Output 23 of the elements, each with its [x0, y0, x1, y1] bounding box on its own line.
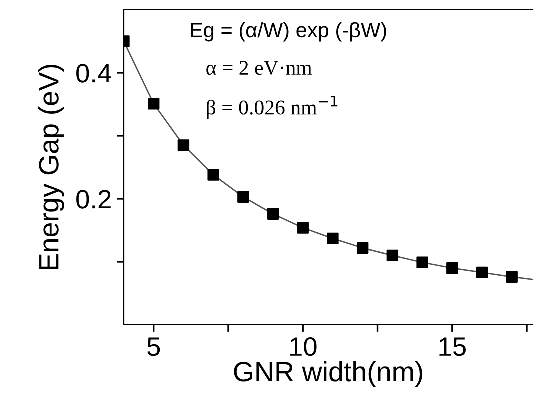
x-axis-title: GNR width(nm) — [234, 361, 422, 388]
y-tick-label: 0.2 — [76, 190, 111, 209]
y-axis-title: Energy Gap (eV) — [38, 65, 64, 270]
annotation: α = 2 eV·nm — [206, 61, 312, 76]
y-tick-label: 0.4 — [76, 64, 112, 83]
point — [476, 266, 488, 279]
x-tick-label: 5 — [148, 338, 160, 356]
annotation: Eg = (α/W) exp (-βW) — [191, 22, 386, 42]
x-tick-label: 10 — [290, 338, 317, 356]
point — [148, 98, 160, 110]
point — [238, 191, 250, 203]
x-tick-label: 15 — [440, 338, 466, 356]
point — [356, 242, 369, 254]
annotation: β = 0.026 nm$^{−1}$ — [207, 96, 338, 120]
point — [446, 262, 458, 274]
point — [386, 250, 399, 262]
point — [297, 222, 309, 234]
point — [178, 140, 190, 152]
point — [267, 208, 280, 220]
point — [416, 256, 428, 268]
point — [506, 271, 518, 283]
point — [208, 169, 220, 181]
point — [327, 232, 339, 245]
